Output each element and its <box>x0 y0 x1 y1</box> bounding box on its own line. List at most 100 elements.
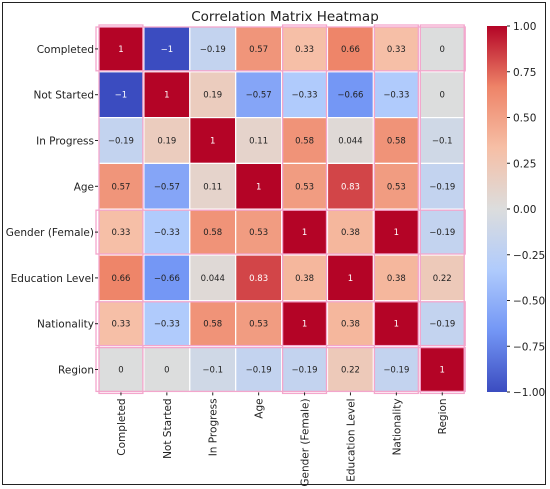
heatmap-cell-not-started-in-progress <box>189 71 237 119</box>
y-tick-label-in-progress: In Progress <box>36 136 94 148</box>
y-tick-label-education-level: Education Level <box>11 273 94 285</box>
heatmap-cell-age-nationality <box>372 162 420 210</box>
heatmap-cell-nationality-not-started <box>143 300 191 348</box>
cell-annotation: 1 <box>118 45 123 55</box>
y-tick-label-gender-female: Gender (Female) <box>6 227 94 239</box>
cell-annotation: 0.38 <box>341 320 360 330</box>
heatmap-cell-region-region <box>418 346 466 394</box>
heatmap-cell-education-level-education-level <box>326 254 375 302</box>
heatmap-cell-in-progress-completed <box>97 116 145 164</box>
cell-annotation: 0.57 <box>249 45 268 55</box>
heatmap-cell-completed-education-level <box>326 25 375 73</box>
y-tick-label-nationality: Nationality <box>37 319 94 331</box>
colorbar-tick-label: 0.50 <box>513 113 536 125</box>
cell-annotation: 0.11 <box>249 137 268 147</box>
cell-annotation: −0.33 <box>292 91 318 101</box>
heatmap-cell-gender-female-nationality <box>372 208 420 256</box>
cell-annotation: 1 <box>210 137 215 147</box>
cell-annotation: −0.57 <box>246 91 272 101</box>
colorbar-tick-label: −0.75 <box>513 341 545 353</box>
x-tick-label-region: Region <box>437 398 449 434</box>
cell-annotation: 0.33 <box>295 45 314 55</box>
y-tick-labels: Completed Not Started In Progress Age Gender… <box>6 44 98 377</box>
colorbar-tick-label: 1.00 <box>513 21 536 33</box>
cell-annotation: 1 <box>302 228 307 238</box>
heatmap-cell-completed-age <box>235 25 283 73</box>
cell-annotation: −0.19 <box>246 366 272 376</box>
cell-annotation: 0.22 <box>433 274 452 284</box>
heatmap-cell-education-level-age <box>235 254 283 302</box>
x-tick-label-education-level: Education Level <box>345 398 357 481</box>
cell-annotation: 1 <box>256 182 261 192</box>
heatmap-cell-region-not-started <box>143 346 191 394</box>
cell-annotation: 0.53 <box>295 182 314 192</box>
cell-annotation: 0.33 <box>111 320 130 330</box>
colorbar-tick-label: 0.25 <box>513 158 536 170</box>
x-tick-labels: Completed Not Started In Progress Age Gender… <box>116 392 449 487</box>
cell-annotation: 0.53 <box>249 228 268 238</box>
cell-annotation: 0.58 <box>203 320 222 330</box>
heatmap-cell-nationality-nationality <box>372 300 420 348</box>
heatmap-cell-not-started-completed <box>97 71 145 119</box>
cell-annotation: 0.38 <box>341 228 360 238</box>
cell-annotation: −0.33 <box>383 91 409 101</box>
heatmap-cell-not-started-age <box>235 71 283 119</box>
cell-annotation: −0.33 <box>154 320 180 330</box>
cell-annotation: −0.19 <box>429 182 455 192</box>
heatmap-cell-completed-region <box>418 25 466 73</box>
cell-annotation: 1 <box>164 91 169 101</box>
x-tick-label-age: Age <box>254 398 266 418</box>
colorbar-tick-label: 0.75 <box>513 67 536 79</box>
cell-annotation: 0 <box>440 91 445 101</box>
heatmap-cell-age-in-progress <box>189 162 237 210</box>
colorbar-tick-label: −0.25 <box>513 250 545 262</box>
cell-annotation: −0.1 <box>202 366 223 376</box>
colorbar-tick-label: 0.00 <box>513 204 536 216</box>
heatmap-cell-in-progress-education-level <box>326 116 375 164</box>
cell-annotation: 1 <box>394 320 399 330</box>
cell-annotation: −0.1 <box>432 137 453 147</box>
cell-annotation: 0.19 <box>157 137 176 147</box>
heatmap-cell-gender-female-in-progress <box>189 208 237 256</box>
heatmap-cell-nationality-in-progress <box>189 300 237 348</box>
heatmap-cell-age-region <box>418 162 466 210</box>
cell-annotation: −0.66 <box>154 274 180 284</box>
colorbar: 1.00 0.75 0.50 0.25 0.00 −0.25 −0.50 −0.75 −1.00 <box>487 21 545 399</box>
cell-annotation: 0.53 <box>387 182 406 192</box>
cell-annotation: −0.57 <box>154 182 180 192</box>
figure-frame <box>2 2 546 485</box>
cell-annotation: 0 <box>118 366 123 376</box>
cell-annotation: 0 <box>164 366 169 376</box>
cell-annotation: 0.19 <box>203 91 222 101</box>
x-tick-label-gender-female: Gender (Female) <box>300 398 312 486</box>
x-tick-label-not-started: Not Started <box>162 398 174 459</box>
heatmap-cell-not-started-nationality <box>372 71 420 119</box>
y-tick-label-region: Region <box>58 365 94 377</box>
heatmap-cell-education-level-region <box>418 254 466 302</box>
x-tick-label-in-progress: In Progress <box>208 398 220 456</box>
cell-annotation: −0.19 <box>383 366 409 376</box>
heatmap-cell-in-progress-region <box>418 116 466 164</box>
cell-annotation: 0.38 <box>295 274 314 284</box>
cell-annotation: 0.66 <box>111 274 130 284</box>
y-tick-label-not-started: Not Started <box>33 90 94 102</box>
cell-annotation: 1 <box>302 320 307 330</box>
cell-annotation: 0.57 <box>111 182 130 192</box>
heatmap-grid: 1 −1 −0.19 0.57 0.33 0.66 0.33 0 −1 1 0.19 −0.57 −0.… <box>95 24 466 395</box>
heatmap-cell-not-started-region <box>418 71 466 119</box>
cell-annotation: 0.66 <box>341 45 360 55</box>
cell-annotation: 0.044 <box>338 137 362 147</box>
cell-annotation: 1 <box>394 228 399 238</box>
heatmap-cell-region-gender-female <box>281 346 329 394</box>
cell-annotation: −0.19 <box>429 320 455 330</box>
x-tick-label-completed: Completed <box>116 398 128 455</box>
cell-annotation: 0.83 <box>249 274 268 284</box>
cell-annotation: 0.58 <box>387 137 406 147</box>
cell-annotation: −1 <box>115 91 128 101</box>
colorbar-gradient <box>487 26 507 392</box>
y-tick-label-age: Age <box>74 181 94 193</box>
cell-annotation: 0.38 <box>387 274 406 284</box>
cell-annotation: 0 <box>440 45 445 55</box>
heatmap-cell-nationality-education-level <box>326 300 375 348</box>
heatmap-cell-age-education-level <box>326 162 375 210</box>
